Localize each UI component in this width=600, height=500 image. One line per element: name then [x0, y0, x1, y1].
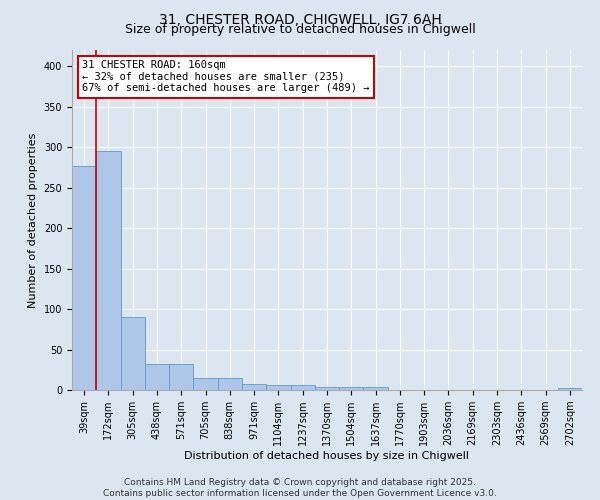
Bar: [72, 166, 96, 390]
Bar: [218, 378, 242, 390]
Y-axis label: Number of detached properties: Number of detached properties: [28, 132, 38, 308]
Bar: [242, 384, 266, 390]
X-axis label: Distribution of detached houses by size in Chigwell: Distribution of detached houses by size …: [185, 451, 470, 461]
Text: Contains HM Land Registry data © Crown copyright and database right 2025.
Contai: Contains HM Land Registry data © Crown c…: [103, 478, 497, 498]
Bar: [145, 364, 169, 390]
Bar: [364, 387, 388, 390]
Bar: [290, 385, 315, 390]
Text: 31 CHESTER ROAD: 160sqm
← 32% of detached houses are smaller (235)
67% of semi-d: 31 CHESTER ROAD: 160sqm ← 32% of detache…: [82, 60, 370, 94]
Bar: [558, 388, 582, 390]
Bar: [266, 385, 290, 390]
Text: Size of property relative to detached houses in Chigwell: Size of property relative to detached ho…: [125, 22, 475, 36]
Bar: [169, 364, 193, 390]
Bar: [96, 151, 121, 390]
Bar: [315, 387, 339, 390]
Bar: [339, 387, 364, 390]
Bar: [121, 317, 145, 390]
Bar: [193, 378, 218, 390]
Text: 31, CHESTER ROAD, CHIGWELL, IG7 6AH: 31, CHESTER ROAD, CHIGWELL, IG7 6AH: [158, 12, 442, 26]
